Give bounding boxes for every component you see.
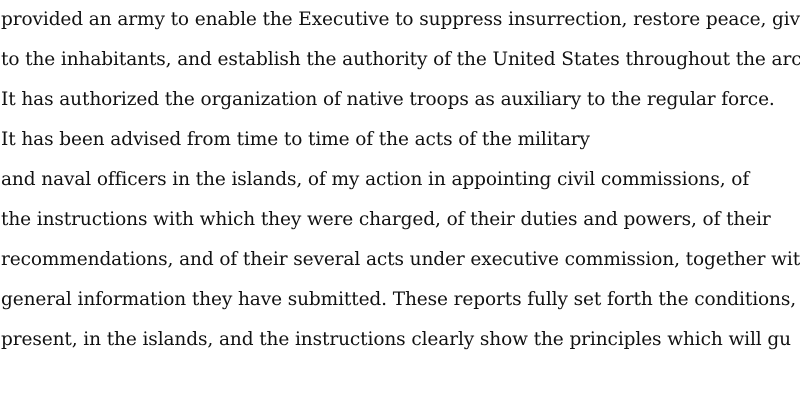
- text-line: It has been advised from time to time of…: [1, 129, 590, 150]
- text-line: present, in the islands, and the instruc…: [1, 329, 791, 350]
- text-line: the instructions with which they were ch…: [1, 209, 771, 230]
- text-line: to the inhabitants, and establish the au…: [1, 49, 800, 70]
- text-line: and naval officers in the islands, of my…: [1, 169, 750, 190]
- text-line: It has authorized the organization of na…: [1, 89, 775, 110]
- text-line: recommendations, and of their several ac…: [1, 249, 800, 270]
- text-line: general information they have submitted.…: [1, 289, 800, 310]
- text-line: provided an army to enable the Executive…: [1, 9, 800, 30]
